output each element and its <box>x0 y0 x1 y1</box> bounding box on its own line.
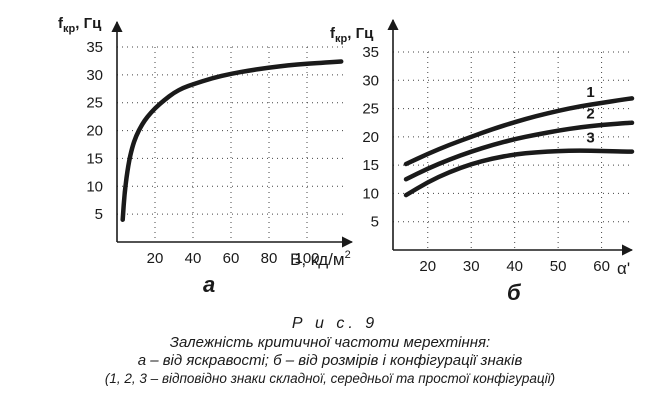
chart-a-panel-label: а <box>203 272 215 297</box>
figure-title: Залежність критичної частоти мерехтіння: <box>169 334 491 351</box>
chart-b-x-tick-label: 40 <box>506 258 523 275</box>
chart-b-y-tick-label: 5 <box>371 214 379 231</box>
chart-b-series-label-1: 1 <box>586 84 594 101</box>
chart-a-series <box>120 59 344 222</box>
chart-b-x-tick-label: 50 <box>550 258 567 275</box>
chart-a: fкр, Гц 5 10 15 20 25 30 35 20 40 60 80 100 B, кд/… <box>58 15 354 297</box>
figure-number: Р и с. 9 <box>291 315 379 332</box>
chart-a-y-axis-label: fкр, Гц <box>58 15 102 35</box>
chart-b-y-ticks: 5 10 15 20 25 30 35 <box>362 44 379 231</box>
chart-a-y-ticks: 5 10 15 20 25 30 35 <box>86 39 103 223</box>
chart-a-y-tick-label: 25 <box>86 95 103 112</box>
chart-b-y-axis-label: fкр, Гц <box>330 25 374 45</box>
chart-a-x-tick-label: 60 <box>223 250 240 267</box>
figure-caption-line-3: (1, 2, 3 – відповідно знаки складної, се… <box>104 371 556 386</box>
chart-b-panel-label: б <box>507 280 522 300</box>
chart-a-y-tick-label: 20 <box>86 123 103 140</box>
chart-b-series-3-line <box>403 148 635 198</box>
chart-a-x-tick-label: 40 <box>185 250 202 267</box>
chart-b-y-tick-label: 35 <box>362 44 379 61</box>
chart-a-y-tick-label: 10 <box>86 178 103 195</box>
chart-b-series-1-line <box>403 96 635 167</box>
chart-a-x-tick-label: 20 <box>147 250 164 267</box>
chart-a-x-axis-label: B, кд/м2 <box>290 249 351 269</box>
chart-b-x-tick-label: 30 <box>463 258 480 275</box>
chart-a-y-tick-label: 35 <box>86 39 103 56</box>
chart-b-y-tick-label: 20 <box>362 129 379 146</box>
chart-a-y-tick-label: 30 <box>86 67 103 84</box>
chart-a-grid <box>117 46 345 242</box>
chart-b-y-tick-label: 25 <box>362 101 379 118</box>
chart-a-y-tick-label: 15 <box>86 150 103 167</box>
figure-caption: Р и с. 9 Залежність критичної частоти ме… <box>0 313 660 388</box>
chart-b-series-label-2: 2 <box>586 105 594 122</box>
figure-caption-line-2: а – від яскравості; б – від розмірів і к… <box>137 352 523 369</box>
chart-b-series <box>403 96 635 198</box>
chart-a-series-1-line <box>120 59 344 222</box>
chart-b-series-labels: 1 2 3 <box>586 84 594 147</box>
chart-a-x-tick-label: 80 <box>261 250 278 267</box>
chart-a-x-ticks: 20 40 60 80 100 <box>147 250 320 267</box>
chart-b-series-2-line <box>403 120 635 182</box>
chart-b-grid <box>393 51 632 250</box>
chart-b-x-axis-label: α' <box>617 259 630 278</box>
chart-b-series-label-3: 3 <box>586 130 594 147</box>
chart-b-x-tick-label: 20 <box>419 258 436 275</box>
chart-b-y-tick-label: 10 <box>362 185 379 202</box>
chart-b-y-tick-label: 30 <box>362 72 379 89</box>
chart-b-y-tick-label: 15 <box>362 157 379 174</box>
chart-b-x-tick-label: 60 <box>593 258 610 275</box>
chart-a-x-tick-label: 100 <box>294 250 319 267</box>
chart-b-x-ticks: 20 30 40 50 60 <box>419 258 610 275</box>
chart-a-y-tick-label: 5 <box>95 206 103 223</box>
